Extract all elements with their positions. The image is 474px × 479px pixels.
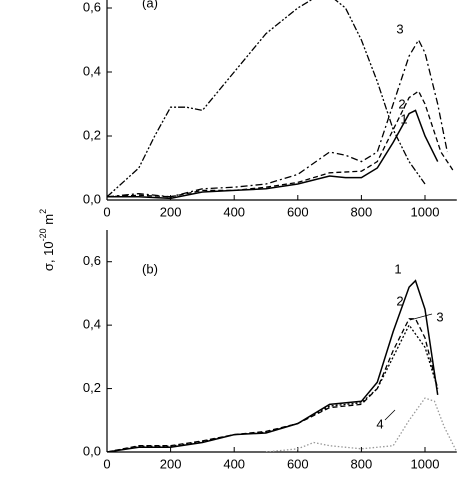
y-label-part: m — [41, 214, 56, 228]
series-line — [107, 109, 439, 200]
series-line — [107, 90, 455, 198]
y-tick-label: 0,6 — [83, 0, 101, 14]
x-tick-label: 0 — [103, 456, 110, 471]
y-tick-label: 0,4 — [83, 317, 101, 332]
series-label: 1 — [394, 261, 401, 276]
y-tick-label: 0,0 — [83, 191, 101, 206]
series-label: 2 — [396, 293, 403, 308]
x-tick-label: 200 — [160, 456, 182, 471]
leader-line — [384, 409, 396, 421]
y-label-sup: -20 — [38, 228, 48, 241]
series-line — [265, 397, 458, 452]
x-tick-label: 400 — [223, 456, 245, 471]
x-tick-label: 600 — [287, 204, 309, 219]
series-line — [107, 323, 439, 452]
x-tick-label: 0 — [103, 204, 110, 219]
x-tick-label: 600 — [287, 456, 309, 471]
series-line — [107, 318, 439, 452]
y-tick-label: 0,2 — [83, 127, 101, 142]
x-tick-label: 800 — [351, 456, 373, 471]
y-tick-label: 0,2 — [83, 380, 101, 395]
y-label-part: σ, 10 — [41, 241, 56, 271]
x-tick-label: 400 — [223, 204, 245, 219]
series-line — [107, 279, 439, 452]
y-label-sup: 2 — [38, 209, 48, 214]
y-tick-label: 0,0 — [83, 443, 101, 458]
panel-label: (b) — [142, 261, 158, 276]
y-tick-label: 0,6 — [83, 253, 101, 268]
series-label: 1 — [400, 111, 407, 126]
series-label: 4 — [376, 416, 383, 431]
y-tick-label: 0,4 — [83, 63, 101, 78]
series-label: 2 — [398, 96, 405, 111]
series-label: 3 — [436, 309, 443, 324]
y-axis-label: σ, 10-20 m2 — [38, 209, 56, 271]
x-tick-label: 800 — [351, 204, 373, 219]
leader-line — [409, 313, 433, 321]
panel-label: (a) — [142, 0, 158, 10]
x-tick-label: 1000 — [411, 456, 440, 471]
series-label: 3 — [396, 21, 403, 36]
series-line — [107, 38, 448, 198]
x-tick-label: 1000 — [411, 204, 440, 219]
x-tick-label: 200 — [160, 204, 182, 219]
